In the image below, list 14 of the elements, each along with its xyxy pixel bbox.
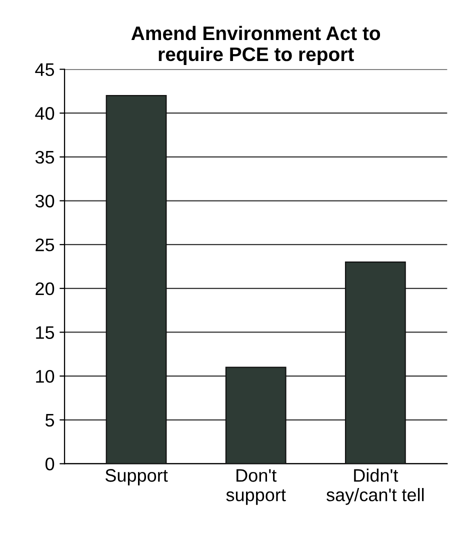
y-tick-label: 5 bbox=[46, 414, 54, 427]
y-tick-label: 45 bbox=[35, 63, 54, 76]
y-tick-label: 40 bbox=[35, 107, 54, 120]
x-tick-label: Support bbox=[105, 469, 168, 486]
y-tick-label: 25 bbox=[36, 238, 54, 252]
y-tick-label: 20 bbox=[36, 282, 54, 296]
x-tick-label: Don't support bbox=[226, 469, 286, 505]
y-tick-label: 35 bbox=[35, 150, 54, 164]
x-tick-label: Didn't say/can't tell bbox=[326, 468, 424, 505]
y-tick-label: 15 bbox=[36, 326, 54, 339]
y-tick-label: 30 bbox=[35, 194, 54, 208]
y-tick-label: 0 bbox=[45, 458, 54, 470]
chart-title: Amend Environment Act to require PCE to report bbox=[131, 26, 380, 65]
y-tick-label: 10 bbox=[36, 370, 54, 383]
